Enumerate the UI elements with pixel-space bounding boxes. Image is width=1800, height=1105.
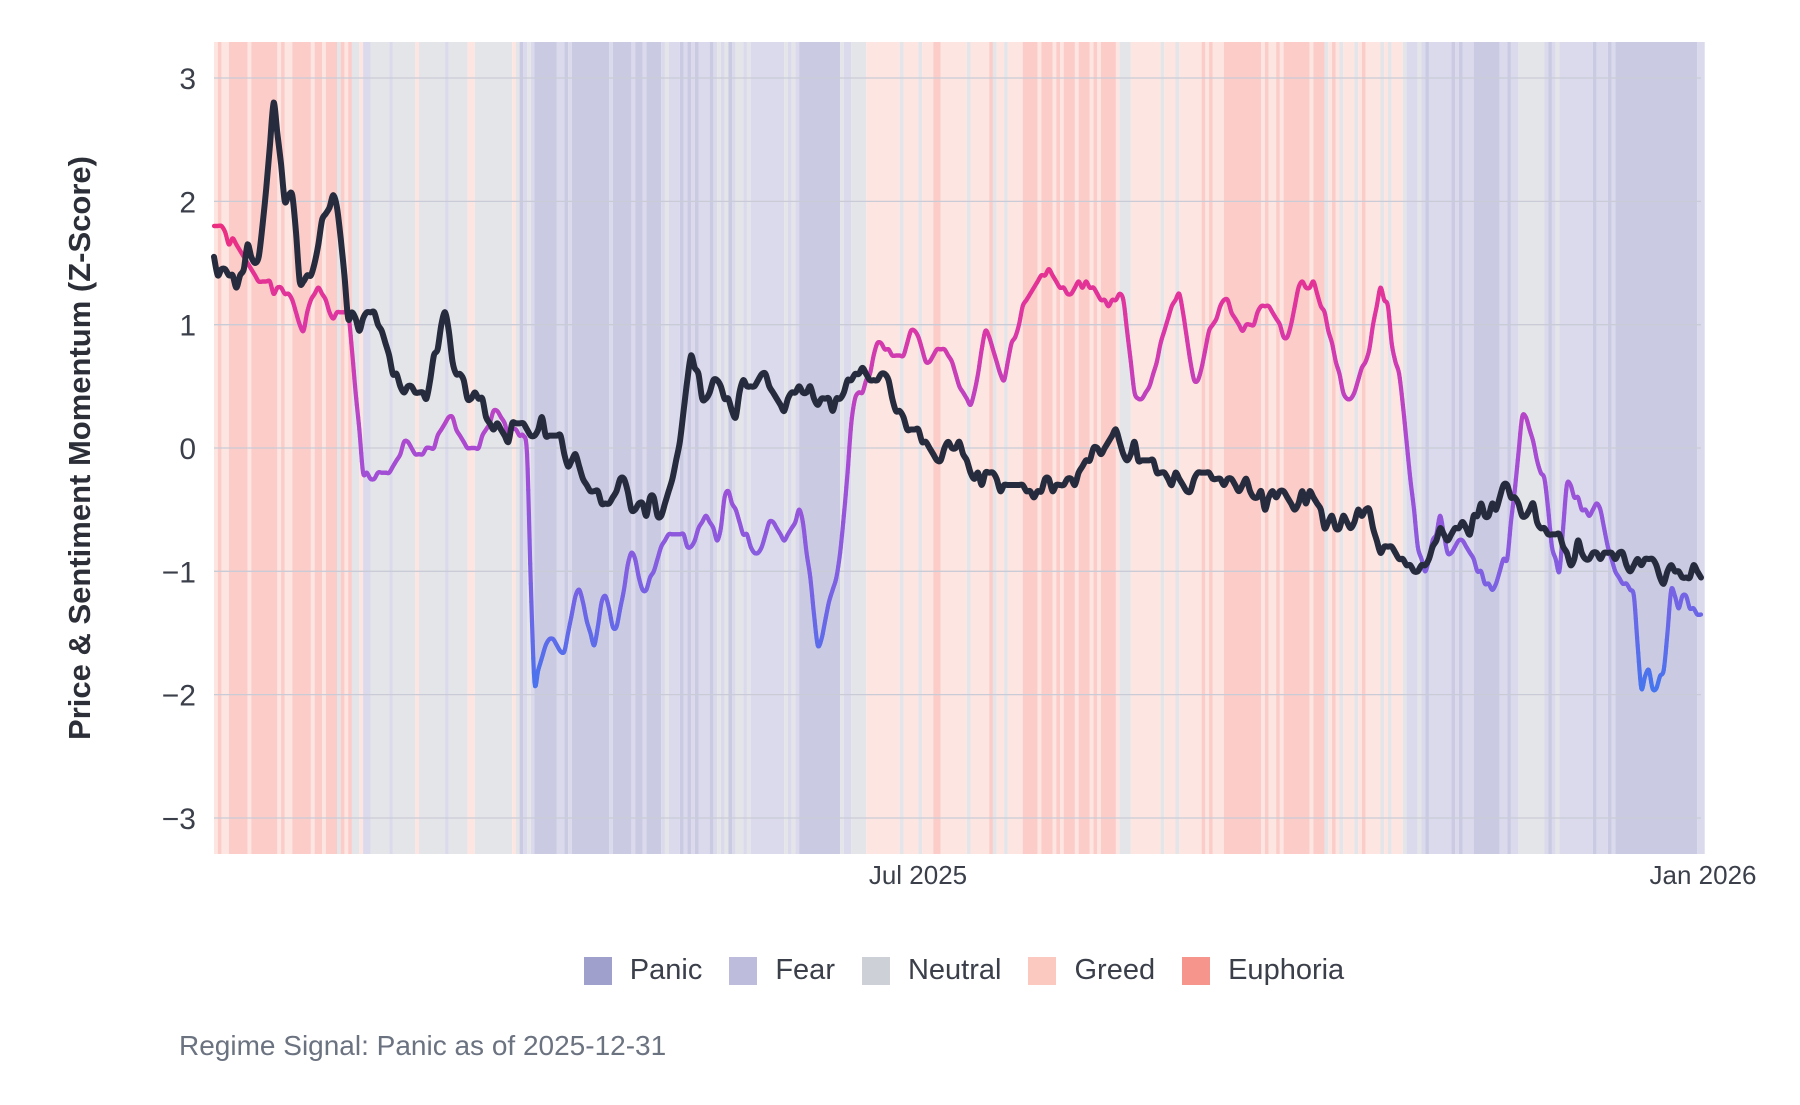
svg-text:−3: −3 xyxy=(162,803,196,836)
svg-text:3: 3 xyxy=(179,63,196,96)
svg-text:−1: −1 xyxy=(162,556,196,589)
svg-text:2: 2 xyxy=(179,186,196,219)
svg-text:1: 1 xyxy=(179,310,196,343)
svg-text:−2: −2 xyxy=(162,680,196,713)
svg-text:0: 0 xyxy=(179,433,196,466)
